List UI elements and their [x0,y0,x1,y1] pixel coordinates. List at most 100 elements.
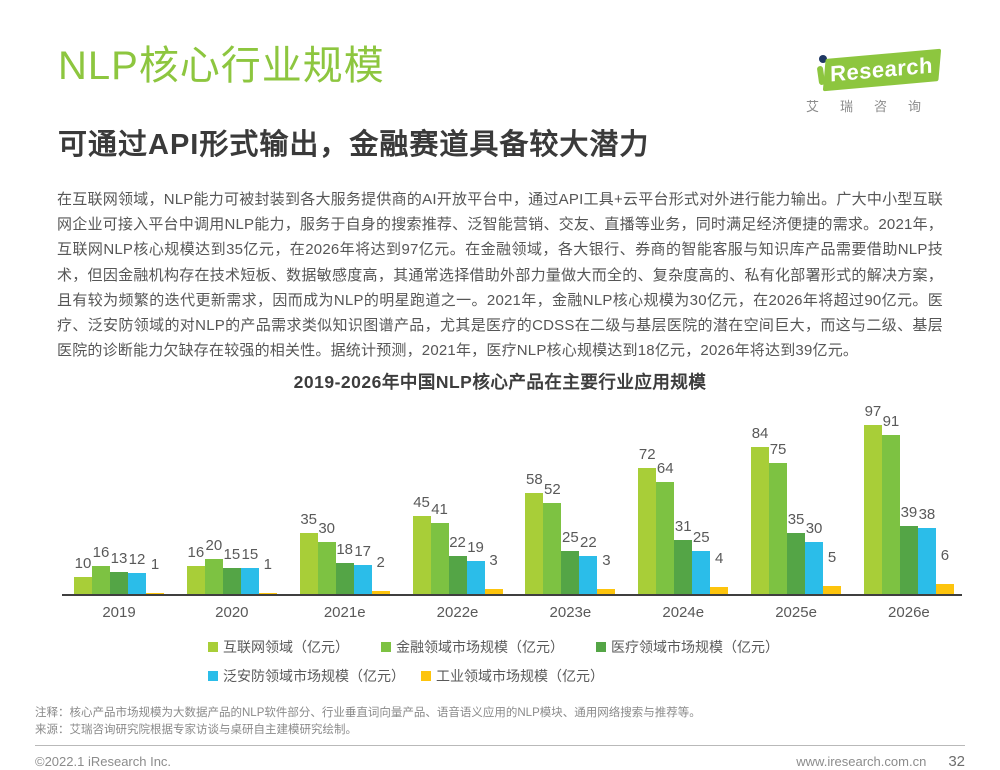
header: NLP核心行业规模 Research 艾瑞咨询 [58,44,952,114]
chart-title: 2019-2026年中国NLP核心产品在主要行业应用规模 [293,372,707,393]
legend-swatch-icon [381,642,391,653]
bar-value-label: 84 [751,425,769,443]
body-paragraph: 在互联网领域，NLP能力可被封装到各大服务提供商的AI开放平台中，通过API工具… [57,191,943,360]
bar-value-label: 38 [918,505,936,523]
bar-2022e-series1 [430,522,449,595]
barwrap-2020-series4: 1 [258,422,277,595]
bar-value-label: 2 [376,553,385,571]
barwrap-2019-series2: 13 [110,422,128,595]
bar-2021e-series3 [353,564,372,595]
bar-value-label: 16 [187,544,205,562]
barwrap-2022e-series1: 41 [430,422,449,595]
barwrap-2024e-series3: 25 [692,422,711,595]
bar-value-label: 22 [449,533,466,551]
barwrap-2019-series4: 1 [146,422,164,595]
iresearch-logo: Research 艾瑞咨询 [802,48,952,114]
x-tick-2021e: 2021e [323,604,366,622]
bar-value-label: 25 [562,528,579,546]
bar-value-label: 35 [787,511,805,529]
bar-2025e-series2 [787,533,806,595]
bar-2026e-series1 [881,435,900,595]
bar-2019-series1 [92,566,110,595]
x-tick-2022e: 2022e [436,604,479,622]
logo-banner: Research [822,48,942,92]
bar-group-2024e: 72 64 31 25 4 [638,422,729,595]
bar-value-label: 18 [336,540,354,558]
x-tick-2024e: 2024e [662,604,705,622]
bar-value-label: 13 [110,549,128,567]
bar-2024e-series3 [692,550,711,595]
chart-source: 来源：艾瑞咨询研究院根据专家访谈与桌研自主建模研究绘制。 [35,724,357,737]
bar-2024e-series2 [674,540,693,595]
barwrap-2023e-series4: 3 [597,422,616,595]
chart-notes: 注释：核心产品市场规模为大数据产品的NLP软件部分、行业垂直词向量产品、语音语义… [35,705,965,739]
legend-row-1: 互联网领域（亿元） 金融领域市场规模（亿元） 医疗领域市场规模（亿元） [208,637,1000,657]
bar-group-2025e: 84 75 35 30 5 [751,422,842,595]
legend-label: 工业领域市场规模（亿元） [436,668,604,685]
bar-2026e-series2 [899,526,918,595]
barwrap-2026e-series1: 91 [881,413,900,595]
bar-group-2022e: 45 41 22 19 3 [412,422,503,595]
legend-swatch-icon [421,671,431,682]
barwrap-2019-series3: 12 [128,422,146,595]
barwrap-2026e-series2: 39 [899,422,918,595]
x-tick-2023e: 2023e [549,604,592,622]
bar-value-label: 91 [882,413,900,431]
barwrap-2021e-series4: 2 [371,422,390,595]
bar-value-label: 1 [263,555,273,573]
x-tick-2025e: 2025e [775,604,817,622]
x-tick-2026e: 2026e [888,604,930,622]
x-tick-2020: 2020 [215,604,249,622]
bar-value-label: 16 [92,544,110,562]
chart-note: 注释：核心产品市场规模为大数据产品的NLP软件部分、行业垂直词向量产品、语音语义… [35,707,701,720]
bar-value-label: 15 [223,546,241,564]
bar-2020-series3 [240,568,259,595]
barwrap-2023e-series3: 22 [579,422,598,595]
legend-label: 泛安防领域市场规模（亿元） [223,668,405,685]
bar-2025e-series3 [805,541,824,595]
website-text: www.iresearch.com.cn [796,754,927,770]
barwrap-2026e-series0: 97 [863,403,882,595]
bar-value-label: 31 [674,518,692,536]
legend-label: 互联网领域（亿元） [223,639,349,656]
barwrap-2020-series0: 16 [186,422,205,595]
bar-2022e-series3 [466,561,485,595]
barwrap-2025e-series2: 35 [787,422,806,595]
bar-value-label: 58 [526,470,543,488]
bar-2023e-series3 [579,555,598,595]
bar-value-label: 52 [544,481,561,499]
bar-value-label: 10 [74,554,92,572]
barwrap-2025e-series3: 30 [805,422,824,595]
bar-value-label: 3 [489,552,498,570]
bar-value-label: 15 [241,546,259,564]
barwrap-2025e-series4: 5 [823,422,842,595]
bar-2023e-series4 [597,589,616,595]
bar-2020-series4 [258,592,277,595]
bar-value-label: 75 [769,441,787,459]
bar-value-label: 22 [580,533,597,551]
bar-2025e-series0 [751,447,770,595]
legend-swatch-icon [208,671,218,682]
bar-group-2026e: 97 91 39 38 6 [863,403,954,595]
barwrap-2021e-series2: 18 [335,422,354,595]
legend-swatch-icon [208,642,218,653]
page-footer: ©2022.1 iResearch Inc. www.iresearch.com… [35,745,965,770]
barwrap-2023e-series0: 58 [525,422,544,595]
barwrap-2023e-series1: 52 [543,422,562,595]
chart-x-axis: 2019 2020 2021e 2022e 2023e 2024e 2025e 2026e [62,604,962,621]
bar-value-label: 64 [656,460,674,478]
bar-group-2020: 16 20 15 15 1 [186,422,277,595]
chart-plot-area: 10 16 13 12 1 16 20 15 15 1 35 30 18 17 2 45 41 22 19 3 58 52… [62,403,962,597]
bar-value-label: 30 [805,519,823,537]
bar-value-label: 20 [205,537,223,555]
legend-item-series4: 工业领域市场规模（亿元） [421,666,604,686]
barwrap-2021e-series0: 35 [299,422,318,595]
barwrap-2022e-series4: 3 [484,422,503,595]
barwrap-2022e-series2: 22 [448,422,467,595]
bar-value-label: 25 [692,528,710,546]
legend-label: 医疗领域市场规模（亿元） [611,639,779,656]
bar-2025e-series1 [769,463,788,595]
bar-2022e-series2 [448,555,467,595]
barwrap-2020-series2: 15 [222,422,241,595]
bar-2022e-series0 [412,515,431,595]
